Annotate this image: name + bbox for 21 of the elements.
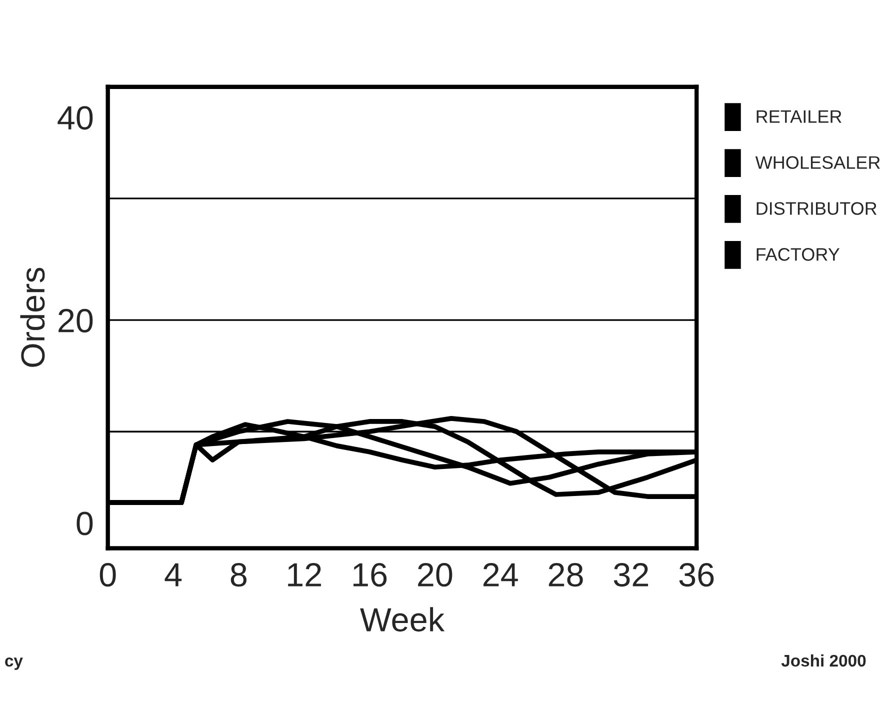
y-axis-title: Orders bbox=[20, 268, 45, 367]
y-tick-label: 40 bbox=[58, 106, 93, 130]
legend-label: WHOLESALER bbox=[755, 156, 880, 169]
x-tick-label: 28 bbox=[548, 563, 583, 587]
x-axis-title: Week bbox=[360, 607, 445, 632]
x-tick-label: 24 bbox=[483, 563, 518, 586]
y-tick-label: 20 bbox=[58, 308, 93, 332]
text: Joshi 2000 bbox=[781, 654, 866, 667]
x-tick-label: 8 bbox=[230, 563, 246, 587]
x-tick-label: 12 bbox=[288, 563, 321, 586]
x-tick-label: 20 bbox=[418, 563, 452, 587]
text: cy bbox=[5, 658, 23, 670]
x-tick-label: 32 bbox=[614, 563, 648, 587]
x-tick-label: 0 bbox=[100, 563, 116, 587]
x-tick-label: 16 bbox=[354, 563, 387, 587]
legend-label: DISTRIBUTOR bbox=[756, 202, 877, 215]
x-tick-label: 4 bbox=[164, 563, 182, 586]
x-tick-label: 36 bbox=[679, 563, 714, 587]
legend-label: RETAILER bbox=[756, 110, 842, 123]
y-tick-label: 0 bbox=[76, 512, 93, 536]
legend-label: FACTORY bbox=[756, 248, 840, 261]
